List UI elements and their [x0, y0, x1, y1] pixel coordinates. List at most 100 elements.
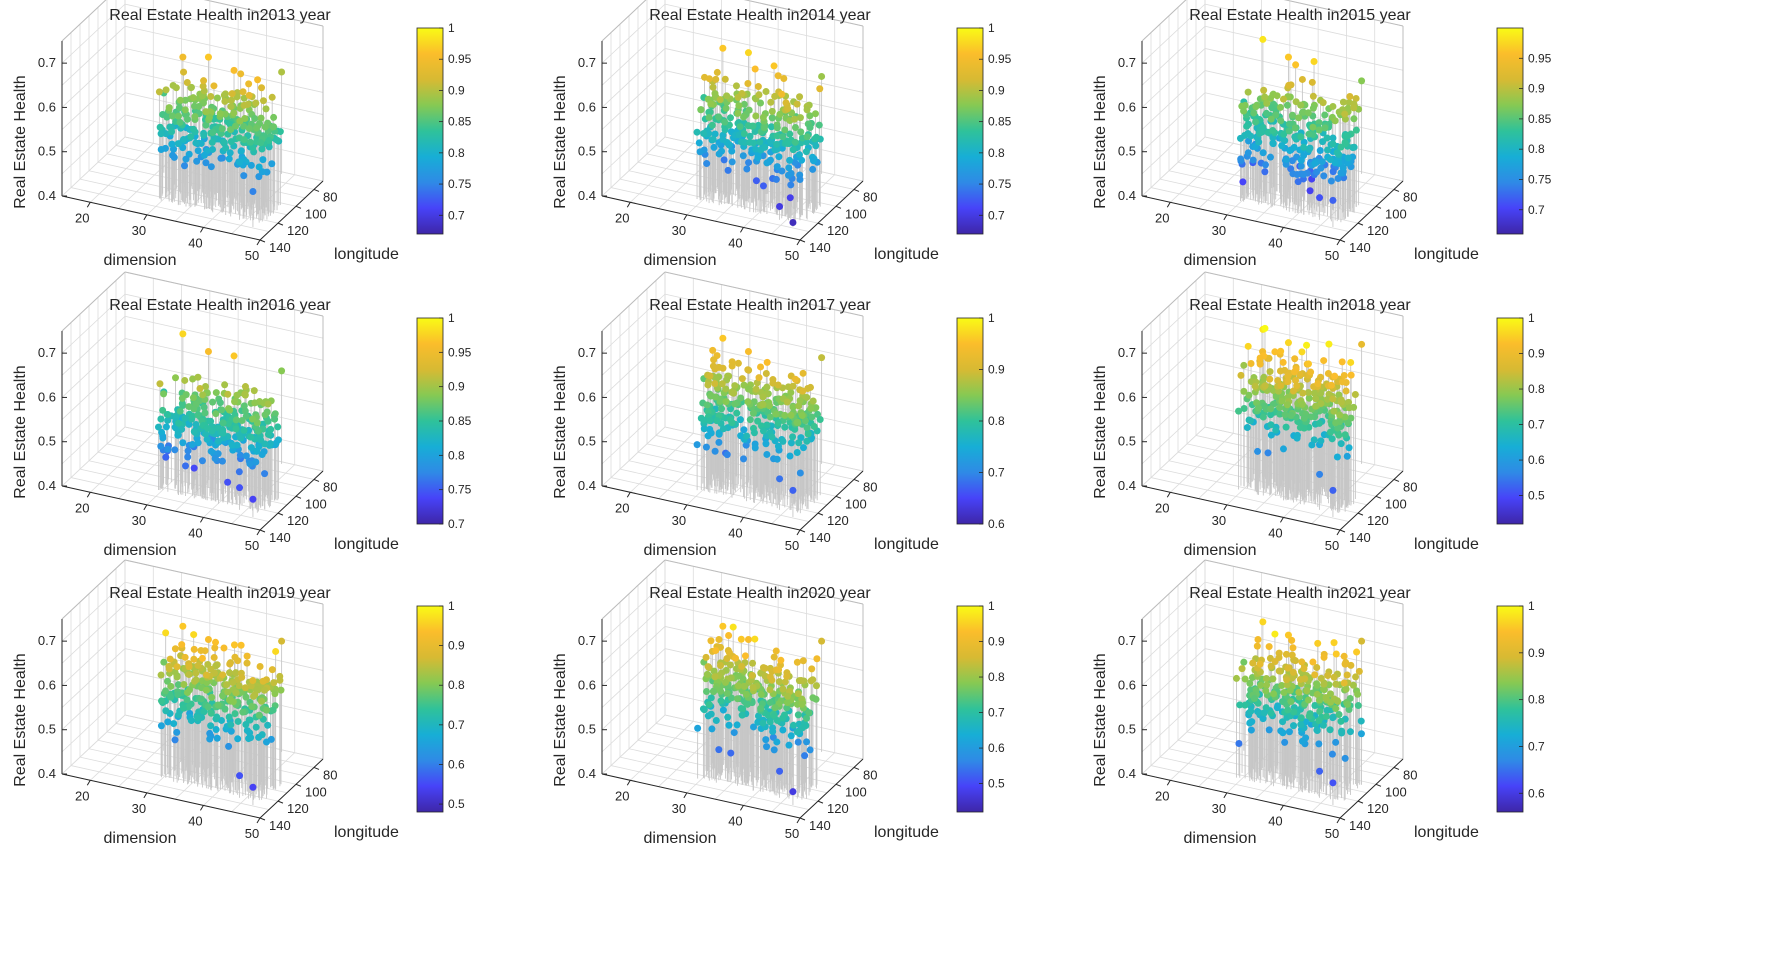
data-point [779, 133, 787, 141]
data-point [1332, 419, 1340, 427]
data-point [249, 495, 257, 503]
data-point [229, 679, 237, 687]
grid-line [664, 360, 864, 405]
data-point [1303, 341, 1311, 349]
data-point [190, 464, 198, 472]
y-axis-line [1339, 180, 1404, 241]
data-point [763, 383, 771, 391]
data-point [755, 374, 763, 382]
data-point [775, 153, 783, 161]
data-point [249, 783, 257, 791]
data-point [264, 721, 272, 729]
data-point [208, 138, 216, 146]
data-point [705, 108, 713, 116]
subplot-1: 0.4 0.5 0.6 0.7 20 30 40 50 140 120 100 80 Real Esta… [12, 0, 472, 269]
data-point [744, 348, 752, 356]
data-point [191, 677, 199, 685]
data-point [787, 439, 795, 447]
data-point [1300, 143, 1308, 151]
colorbar-tick-label: 0.75 [988, 177, 1012, 191]
data-point [184, 453, 192, 461]
data-point [795, 402, 803, 410]
data-point [268, 93, 276, 101]
data-point [240, 122, 248, 130]
data-point [798, 156, 806, 164]
data-point [1321, 111, 1329, 119]
data-point [164, 410, 172, 418]
data-point [264, 400, 272, 408]
x-axis-line [61, 195, 261, 241]
data-point [709, 83, 717, 91]
data-point [723, 92, 731, 100]
data-point [787, 411, 795, 419]
data-point [723, 451, 731, 459]
y-tick [277, 800, 284, 804]
data-point [243, 652, 251, 660]
data-point [807, 404, 815, 412]
data-point [776, 475, 784, 483]
data-point [1272, 426, 1280, 434]
box-edge [61, 0, 107, 42]
grid-line [61, 404, 126, 465]
colorbar-tick-label: 0.5 [448, 797, 465, 811]
data-point [696, 148, 704, 156]
data-point [1329, 196, 1337, 204]
data-point [176, 118, 184, 126]
data-point [200, 403, 208, 411]
data-point [1307, 368, 1315, 376]
data-point [768, 114, 776, 122]
box-edge [664, 559, 864, 605]
y-tick-label: 80 [323, 479, 337, 494]
x-axis-line [1141, 195, 1341, 241]
grid-line [61, 692, 126, 753]
data-point [1337, 398, 1345, 406]
data-point [185, 671, 193, 679]
data-point [779, 437, 787, 445]
data-point [808, 413, 816, 421]
data-point [1291, 355, 1299, 363]
data-point [241, 684, 249, 692]
y-axis-line [1339, 470, 1404, 531]
z-tick-label: 0.5 [578, 434, 596, 449]
z-tick-label: 0.4 [38, 478, 56, 493]
data-point [778, 90, 786, 98]
z-axis-label: Real Estate Health [1092, 75, 1109, 208]
data-point [1297, 162, 1305, 170]
x-tick [1336, 239, 1341, 246]
data-point [162, 423, 170, 431]
z-axis-label: Real Estate Health [1092, 365, 1109, 498]
data-point [252, 723, 260, 731]
x-axis-line [61, 485, 261, 531]
x-tick-label: 20 [75, 788, 89, 803]
data-point [179, 53, 187, 61]
z-tick-label: 0.6 [578, 99, 596, 114]
data-point [261, 686, 269, 694]
data-point [187, 717, 195, 725]
x-axis-label: dimension [104, 830, 177, 847]
grid-line [601, 360, 666, 420]
colorbar: 0.7 0.75 0.8 0.85 0.9 0.95 1 [956, 21, 1012, 235]
data-point [1309, 123, 1317, 131]
colorbar-tick-label: 0.6 [988, 517, 1005, 531]
data-point [1326, 428, 1334, 436]
data-point [1285, 120, 1293, 128]
data-point [211, 454, 219, 462]
y-tick-label: 80 [1403, 479, 1417, 494]
data-point [724, 166, 732, 174]
data-point [155, 423, 163, 431]
data-point [1334, 174, 1342, 182]
data-point [200, 151, 208, 159]
data-point [1282, 423, 1290, 431]
z-tick-label: 0.6 [578, 389, 596, 404]
grid-line [61, 626, 126, 686]
grid-line [601, 426, 666, 487]
colorbar-tick-label: 1 [448, 311, 455, 325]
data-point [1327, 177, 1335, 185]
y-tick [835, 205, 842, 209]
data-point [751, 444, 759, 452]
colorbar: 0.6 0.7 0.8 0.9 1 [956, 311, 1005, 531]
colorbar-tick-label: 0.75 [448, 483, 472, 497]
data-point [214, 701, 222, 709]
grid-line [124, 3, 324, 49]
data-point [754, 417, 762, 425]
